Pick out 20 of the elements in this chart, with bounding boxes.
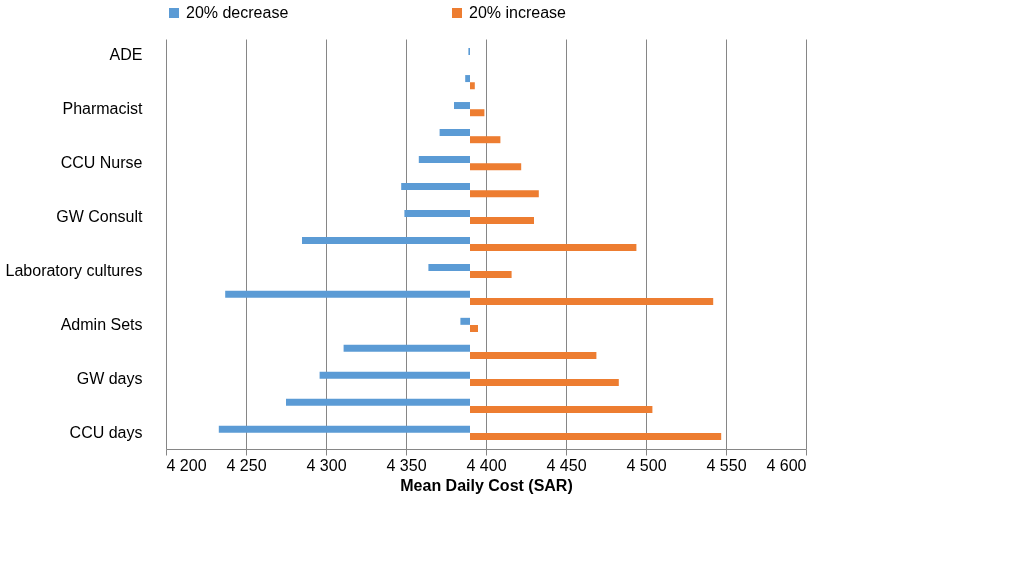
legend-label: 20% decrease	[186, 4, 289, 21]
y-tick-label: Laboratory cultures	[5, 261, 143, 279]
y-tick-label: CCU Nurse	[60, 154, 143, 172]
x-axis-title: Mean Daily Cost (SAR)	[400, 476, 573, 494]
y-tick-label: GW Consult	[56, 208, 144, 226]
x-tick-label: 4 250	[226, 456, 267, 474]
x-tick-label: 4 550	[706, 456, 747, 474]
y-tick-label: CCU days	[69, 423, 143, 441]
x-tick-label: 4 300	[306, 456, 347, 474]
x-tick-label: 4 350	[386, 456, 427, 474]
x-tick-label: 4 500	[626, 456, 667, 474]
y-tick-label: Admin Sets	[60, 315, 143, 333]
x-tick-label: 4 200	[166, 456, 207, 474]
y-tick-label: GW days	[76, 369, 143, 387]
x-tick-label: 4 600	[766, 456, 807, 474]
legend-label: 20% increase	[469, 4, 567, 21]
x-tick-label: 4 400	[466, 456, 507, 474]
y-tick-label: Pharmacist	[62, 100, 144, 118]
x-tick-label: 4 450	[546, 456, 587, 474]
y-tick-label: ADE	[109, 46, 143, 64]
